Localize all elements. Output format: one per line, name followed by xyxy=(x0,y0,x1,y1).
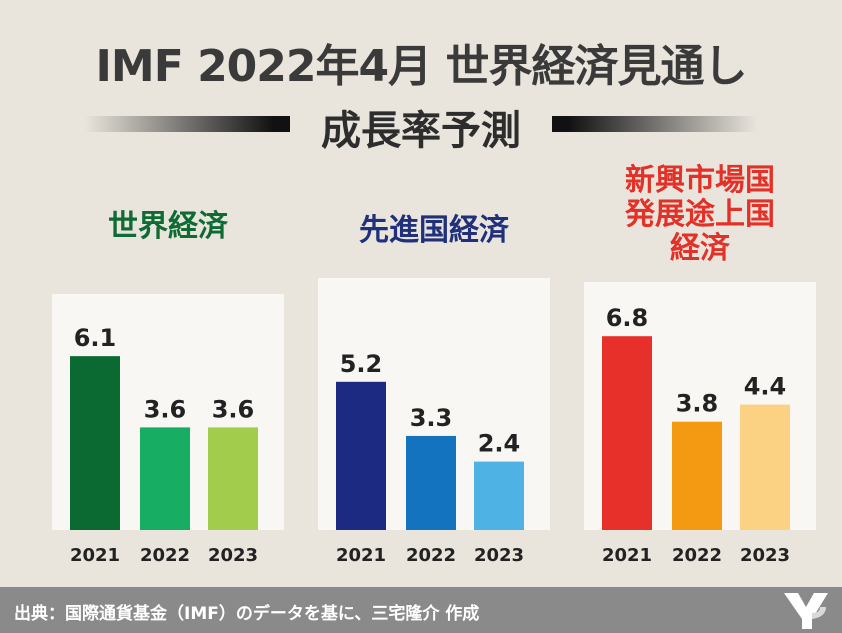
tick-label-2021: 2021 xyxy=(70,545,120,566)
bar-2023 xyxy=(740,404,790,530)
group-label-line-1: 発展途上国 xyxy=(625,197,775,232)
data-label-2023: 4.4 xyxy=(744,373,787,401)
subtitle: 成長率予測 xyxy=(321,108,521,154)
group-label-line-0: 先進国経済 xyxy=(359,213,509,248)
data-label-2022: 3.8 xyxy=(676,390,719,418)
tick-label-2023: 2023 xyxy=(740,545,790,566)
tick-label-2023: 2023 xyxy=(474,545,524,566)
tick-label-2022: 2022 xyxy=(140,545,190,566)
subtitle-right-gradient-bar xyxy=(552,116,757,132)
bar-2022 xyxy=(140,427,190,530)
tick-label-2021: 2021 xyxy=(336,545,386,566)
chart-advanced: 5.2 2021 3.3 2022 2.4 2023 xyxy=(336,350,524,566)
source-text: 出典：国際通貨基金（IMF）のデータを基に、三宅隆介 作成 xyxy=(14,604,480,624)
bar-2021 xyxy=(602,336,652,530)
tick-label-2022: 2022 xyxy=(672,545,722,566)
tick-label-2023: 2023 xyxy=(208,545,258,566)
page-title: IMF 2022年4月 世界経済見通し xyxy=(95,41,748,92)
tick-label-2022: 2022 xyxy=(406,545,456,566)
data-label-2021: 5.2 xyxy=(340,350,383,378)
data-label-2023: 3.6 xyxy=(212,395,255,423)
logo-icon xyxy=(784,593,828,629)
bar-2021 xyxy=(336,381,386,530)
group-label-advanced: 先進国経済 xyxy=(318,214,550,248)
footer: 出典：国際通貨基金（IMF）のデータを基に、三宅隆介 作成 xyxy=(0,587,842,633)
group-label-line-0: 世界経済 xyxy=(108,209,228,244)
bar-2023 xyxy=(474,461,524,530)
chart-world: 6.1 2021 3.6 2022 3.6 2023 xyxy=(70,324,258,566)
group-label-line-0: 新興市場国 xyxy=(625,163,775,198)
bar-2021 xyxy=(70,356,120,530)
data-label-2021: 6.1 xyxy=(74,324,117,352)
group-label-emerging: 新興市場国 発展途上国 経済 xyxy=(584,164,816,266)
bar-2023 xyxy=(208,427,258,530)
data-label-2023: 2.4 xyxy=(478,430,521,458)
group-label-world: 世界経済 xyxy=(52,210,284,244)
tick-label-2021: 2021 xyxy=(602,545,652,566)
bar-2022 xyxy=(672,421,722,530)
data-label-2021: 6.8 xyxy=(606,304,649,332)
data-label-2022: 3.3 xyxy=(410,404,453,432)
chart-emerging: 6.8 2021 3.8 2022 4.4 2023 xyxy=(602,304,790,566)
subtitle-left-gradient-bar xyxy=(85,116,290,132)
subtitle-row: 成長率予測 xyxy=(0,96,842,154)
group-label-line-2: 経済 xyxy=(670,231,730,266)
bar-2022 xyxy=(406,435,456,530)
data-label-2022: 3.6 xyxy=(144,395,187,423)
